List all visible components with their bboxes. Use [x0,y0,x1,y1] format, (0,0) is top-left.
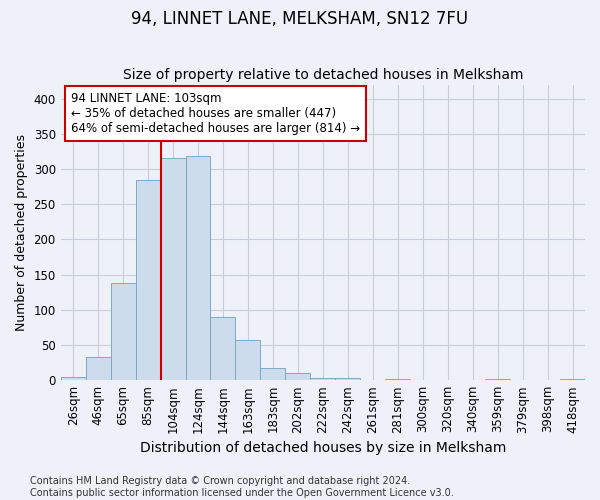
Bar [260,368,286,380]
Bar [560,379,585,380]
Text: 94, LINNET LANE, MELKSHAM, SN12 7FU: 94, LINNET LANE, MELKSHAM, SN12 7FU [131,10,469,28]
Bar [310,378,335,380]
Text: Contains HM Land Registry data © Crown copyright and database right 2024.
Contai: Contains HM Land Registry data © Crown c… [30,476,454,498]
Bar [136,180,161,380]
Bar [211,317,235,380]
Bar [235,340,260,380]
Bar [110,283,136,380]
Bar [185,156,211,380]
Bar [161,158,185,380]
Bar [86,357,110,380]
Bar [286,373,310,380]
Bar [61,376,86,380]
X-axis label: Distribution of detached houses by size in Melksham: Distribution of detached houses by size … [140,441,506,455]
Y-axis label: Number of detached properties: Number of detached properties [15,134,28,331]
Title: Size of property relative to detached houses in Melksham: Size of property relative to detached ho… [122,68,523,82]
Text: 94 LINNET LANE: 103sqm
← 35% of detached houses are smaller (447)
64% of semi-de: 94 LINNET LANE: 103sqm ← 35% of detached… [71,92,360,135]
Bar [335,378,360,380]
